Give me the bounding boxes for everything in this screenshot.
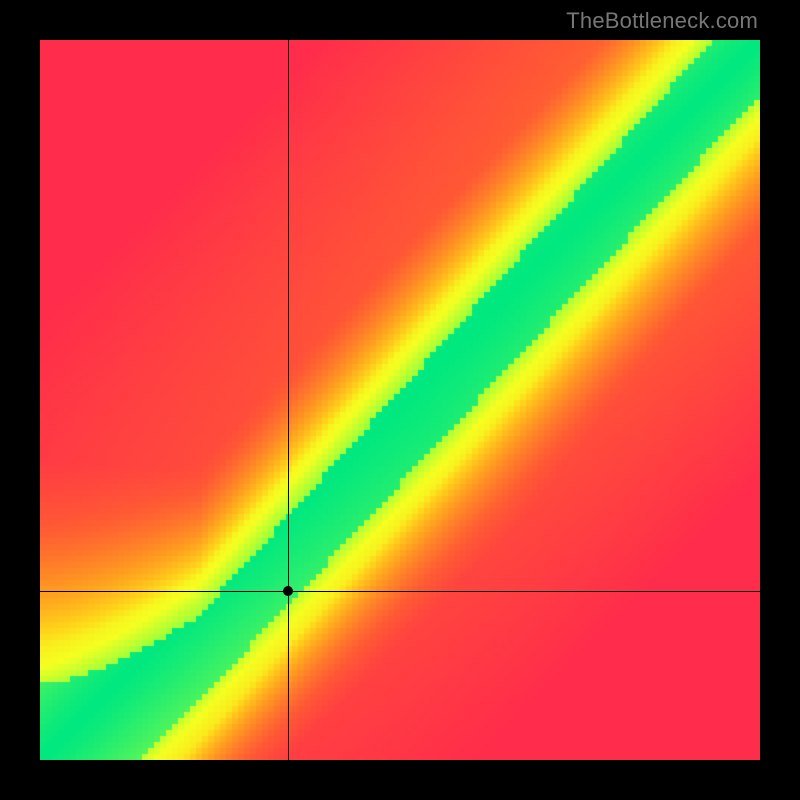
crosshair-vertical — [288, 40, 289, 760]
heatmap-canvas — [40, 40, 760, 760]
watermark-text: TheBottleneck.com — [566, 8, 758, 34]
heatmap-plot — [40, 40, 760, 760]
crosshair-marker — [283, 586, 293, 596]
crosshair-horizontal — [40, 591, 760, 592]
